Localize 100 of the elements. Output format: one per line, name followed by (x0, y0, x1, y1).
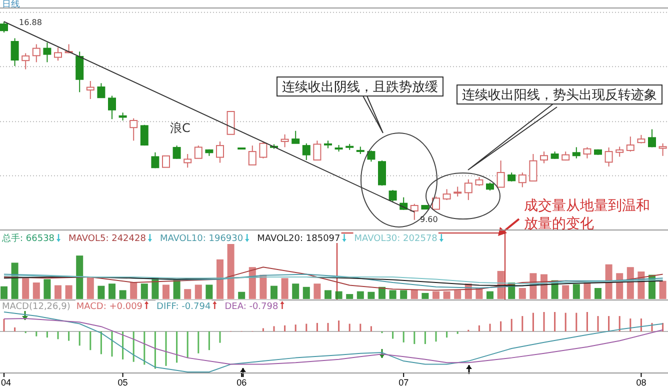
candlestick (529, 154, 538, 182)
annotation: 连续收出阴线，且跌势放缓 (282, 80, 438, 95)
bar (65, 285, 72, 299)
bar (346, 294, 354, 299)
candlestick (54, 46, 62, 62)
candlestick (226, 111, 235, 135)
bar (248, 267, 256, 299)
bar (314, 284, 321, 299)
x-tick-label: 08 (636, 377, 646, 386)
candlestick (302, 142, 310, 160)
candlestick (248, 145, 256, 166)
candlestick (97, 82, 106, 98)
x-tick-label: 05 (118, 377, 128, 386)
bar (659, 280, 666, 299)
bar (32, 282, 40, 299)
candlestick (648, 128, 656, 148)
candlestick (216, 140, 224, 164)
candlestick (388, 189, 397, 202)
bar (270, 286, 278, 299)
candlestick (313, 140, 322, 160)
bar (22, 278, 30, 299)
text: DEA: -0.798 (224, 302, 278, 312)
candlestick (378, 160, 386, 186)
candlestick (194, 145, 202, 159)
bar (572, 284, 580, 299)
bar (140, 284, 148, 299)
candlestick (108, 95, 116, 120)
candlestick (32, 44, 40, 63)
bar (216, 259, 224, 299)
bar (54, 285, 62, 299)
text: DIFF: -0.794 (156, 302, 211, 312)
bar (335, 291, 342, 299)
candlestick (10, 38, 19, 67)
bar (98, 286, 105, 299)
annotation: 连续收出阳线，势头出现反转迹象 (462, 87, 657, 103)
annotation: 浪C (170, 121, 190, 135)
text: MAVOL20: 185097 (257, 234, 340, 244)
candlestick (518, 172, 526, 188)
text: MAVOL10: 196930 (160, 234, 244, 244)
bar (378, 286, 386, 299)
candlestick (151, 152, 160, 169)
bar (86, 276, 94, 299)
candlestick (22, 52, 30, 70)
text: 总手: 66538 (1, 233, 55, 244)
annotation: 成交量从地量到温和放量的变化 (524, 198, 650, 232)
x-tick-label: 06 (236, 377, 247, 386)
candlestick (454, 186, 462, 197)
bar (410, 290, 418, 299)
bar (486, 291, 494, 299)
bar (605, 264, 612, 299)
text: MAVOL5: 242428 (68, 234, 146, 244)
candlestick (76, 51, 84, 93)
text: MACD: +0.009 (76, 302, 143, 312)
bar (0, 286, 8, 299)
bar (400, 290, 408, 299)
bar (162, 284, 170, 299)
chart-title: MACD(12,26,9) (2, 302, 70, 312)
x-tick-label: 04 (1, 377, 12, 386)
candlestick (280, 134, 289, 148)
candlestick (162, 155, 170, 168)
candlestick (572, 146, 580, 159)
bar (584, 282, 591, 299)
candlestick (464, 178, 472, 201)
bar (206, 284, 213, 299)
annotation: 9.60 (420, 215, 438, 224)
x-tick-label: 07 (398, 377, 409, 386)
bar (518, 288, 526, 299)
bar (108, 284, 116, 299)
bar (356, 291, 364, 299)
bar (432, 291, 440, 299)
bar (443, 291, 450, 299)
candlestick (172, 145, 181, 160)
bar (227, 244, 234, 299)
bar (76, 256, 84, 299)
candlestick (432, 196, 440, 210)
candlestick (540, 151, 548, 164)
annotation: 16.88 (19, 18, 42, 27)
bar (130, 282, 138, 299)
candlestick (86, 80, 94, 100)
bar (44, 279, 51, 299)
text: MAVOL30: 202578 (354, 234, 438, 244)
bar (292, 284, 300, 299)
bar (281, 278, 288, 299)
bar (324, 290, 332, 299)
candlestick (496, 160, 505, 188)
bar (562, 285, 570, 299)
candlestick (292, 130, 300, 144)
candlestick (626, 136, 634, 152)
candlestick (604, 146, 613, 168)
candlestick (43, 42, 52, 63)
bar (184, 289, 192, 299)
candlestick (0, 21, 8, 34)
candlestick (367, 150, 376, 162)
candlestick (184, 154, 192, 168)
candlestick (616, 146, 624, 158)
bar (194, 284, 202, 299)
bar (302, 286, 310, 299)
candlestick (658, 142, 667, 156)
candlestick (442, 188, 451, 201)
bar (454, 290, 462, 299)
